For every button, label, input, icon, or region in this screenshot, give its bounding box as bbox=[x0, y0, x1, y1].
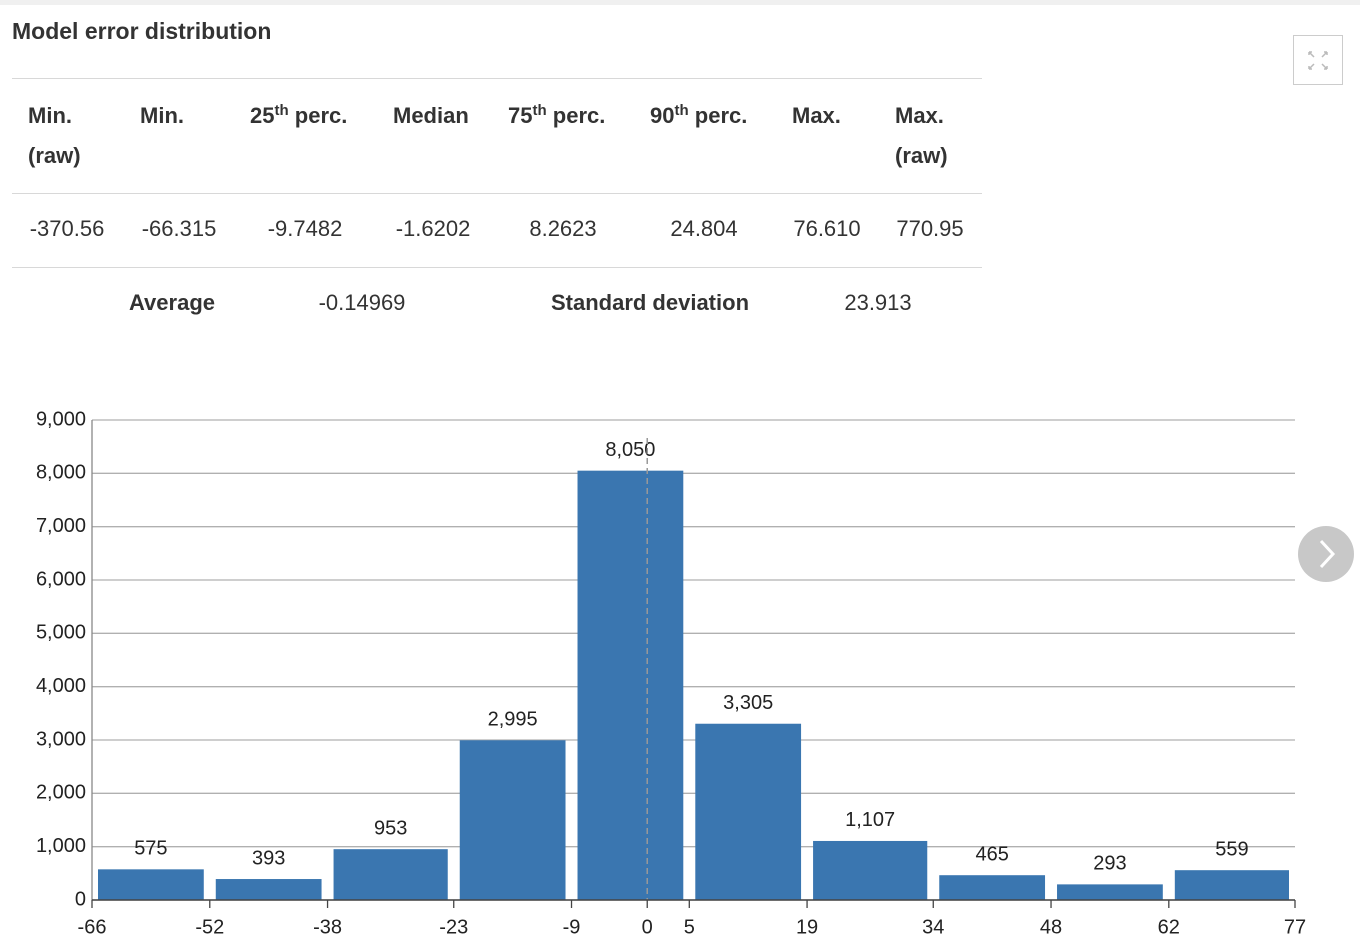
x-tick-label: 62 bbox=[1158, 916, 1180, 938]
header-text: perc. bbox=[546, 103, 606, 128]
x-tick-label: -66 bbox=[78, 916, 107, 938]
x-tick-label: -9 bbox=[563, 916, 581, 938]
value-label: 3,305 bbox=[723, 692, 773, 714]
bar bbox=[333, 849, 448, 900]
header-text: Median bbox=[393, 103, 469, 128]
table-header: 90th perc. bbox=[650, 96, 782, 136]
y-tick-label: 3,000 bbox=[36, 728, 86, 750]
header-text: perc. bbox=[688, 103, 748, 128]
header-text: th bbox=[532, 102, 547, 119]
table-cell: 770.95 bbox=[896, 216, 964, 241]
y-tick-label: 9,000 bbox=[36, 408, 86, 430]
value-label: 1,107 bbox=[845, 809, 895, 831]
table-cell: -9.7482 bbox=[267, 216, 343, 241]
header-text: Max. (raw) bbox=[895, 103, 948, 168]
table-header: Median bbox=[393, 96, 498, 136]
table-header: 75th perc. bbox=[508, 96, 640, 136]
title: Model error distribution bbox=[12, 18, 272, 44]
bar bbox=[939, 875, 1046, 900]
x-tick-label: 77 bbox=[1284, 916, 1306, 938]
value-label: 8,050 bbox=[605, 439, 655, 461]
bar bbox=[577, 470, 684, 900]
value-label: 393 bbox=[252, 847, 285, 869]
value-label: 465 bbox=[975, 843, 1008, 865]
header-text: Max. bbox=[792, 103, 841, 128]
summary-label: Standard deviation bbox=[550, 290, 750, 315]
bar bbox=[813, 840, 928, 900]
top-strip bbox=[0, 0, 1360, 5]
table-cell: -370.56 bbox=[29, 216, 105, 241]
y-tick-label: 8,000 bbox=[36, 462, 86, 484]
value-label: 2,995 bbox=[488, 709, 538, 731]
x-tick-label: -52 bbox=[195, 916, 224, 938]
x-tick-label: 5 bbox=[684, 916, 695, 938]
expand-button[interactable] bbox=[1293, 35, 1343, 85]
header-text: th bbox=[274, 102, 289, 119]
bar bbox=[98, 869, 204, 900]
table-header: Min. (raw) bbox=[28, 96, 130, 176]
next-button[interactable] bbox=[1298, 526, 1354, 582]
header-text: 25 bbox=[250, 103, 275, 128]
expand-box[interactable] bbox=[1293, 35, 1343, 85]
table-cell: -1.6202 bbox=[395, 216, 471, 241]
x-tick-label: -23 bbox=[439, 916, 468, 938]
expand-icon[interactable] bbox=[1308, 51, 1328, 70]
x-tick-label: 19 bbox=[796, 916, 818, 938]
table-rule bbox=[12, 78, 982, 79]
x-tick-label: 0 bbox=[642, 916, 653, 938]
table-rule bbox=[12, 267, 982, 268]
bar bbox=[215, 879, 322, 900]
table-cell: 76.610 bbox=[793, 216, 861, 241]
x-tick-label: -38 bbox=[313, 916, 342, 938]
table-cell: -66.315 bbox=[141, 216, 217, 241]
y-tick-label: 2,000 bbox=[36, 782, 86, 804]
header-text: Min. bbox=[140, 103, 184, 128]
value-label: 575 bbox=[134, 838, 167, 860]
table-cell: 24.804 bbox=[670, 216, 738, 241]
table-header: Max. bbox=[792, 96, 885, 136]
table-header: Min. bbox=[140, 96, 240, 136]
table-header: Max. (raw) bbox=[895, 96, 985, 176]
next-circle[interactable] bbox=[1298, 526, 1354, 582]
summary-value: -0.14969 bbox=[318, 290, 406, 315]
y-tick-label: 5,000 bbox=[36, 622, 86, 644]
bar bbox=[695, 723, 802, 900]
header-text: Min. (raw) bbox=[28, 103, 81, 168]
next-chevron[interactable] bbox=[1319, 539, 1336, 569]
header-text: 90 bbox=[650, 103, 675, 128]
bar bbox=[459, 740, 566, 900]
x-tick-label: 48 bbox=[1040, 916, 1062, 938]
header-text: perc. bbox=[288, 103, 348, 128]
y-tick-label: 1,000 bbox=[36, 835, 86, 857]
bar bbox=[1174, 870, 1289, 900]
y-tick-label: 6,000 bbox=[36, 568, 86, 590]
y-tick-label: 4,000 bbox=[36, 675, 86, 697]
table-rule bbox=[12, 193, 982, 194]
header-text: 75 bbox=[508, 103, 533, 128]
summary-value: 23.913 bbox=[844, 290, 912, 315]
y-tick-label: 0 bbox=[75, 888, 86, 910]
summary-label: Average bbox=[128, 290, 215, 315]
table-header: 25th perc. bbox=[250, 96, 383, 136]
value-label: 559 bbox=[1215, 838, 1248, 860]
table-cell: 8.2623 bbox=[529, 216, 597, 241]
value-label: 953 bbox=[374, 817, 407, 839]
bar bbox=[1057, 884, 1163, 900]
header-text: th bbox=[674, 102, 689, 119]
value-label: 293 bbox=[1093, 853, 1126, 875]
x-tick-label: 34 bbox=[922, 916, 944, 938]
y-tick-label: 7,000 bbox=[36, 515, 86, 537]
